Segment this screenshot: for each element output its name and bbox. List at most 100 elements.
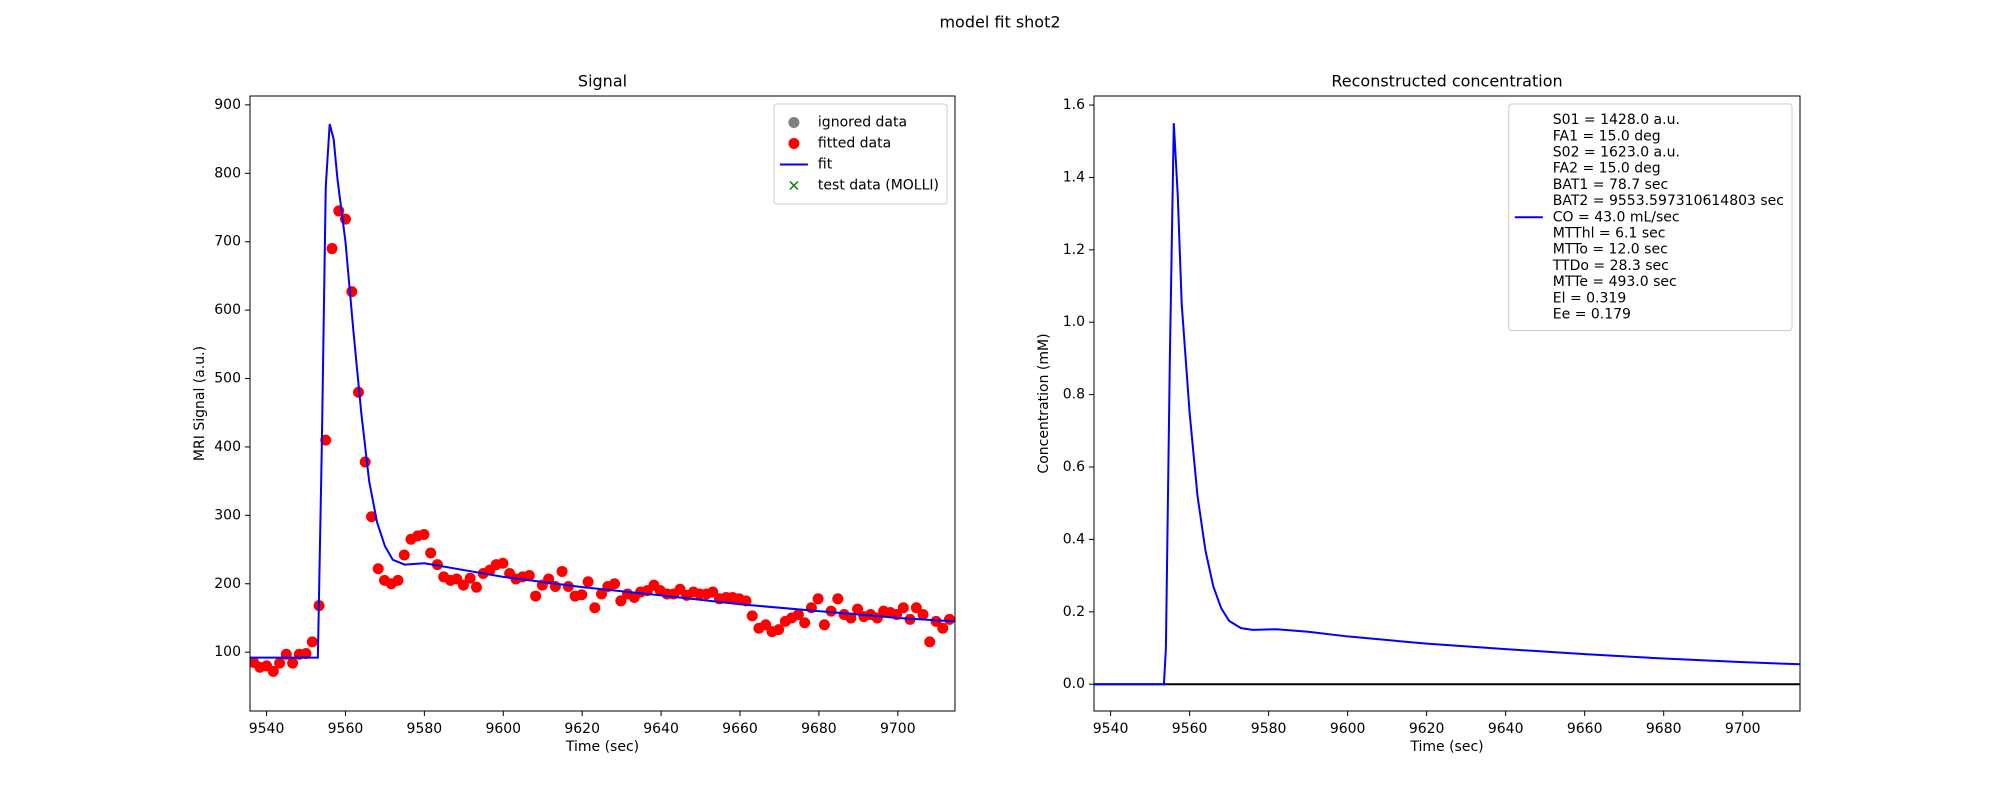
axes-frame bbox=[1093, 95, 1801, 712]
data-point bbox=[562, 580, 574, 592]
legend-label: BAT2 = 9553.597310614803 sec bbox=[1553, 193, 1784, 209]
x-tick-label: 9640 bbox=[1488, 721, 1524, 737]
y-tick-label: 1.2 bbox=[1063, 242, 1085, 258]
legend: ignored data fitted data fit test data (MOL… bbox=[773, 103, 948, 205]
y-axis-label: MRI Signal (a.u.) bbox=[192, 346, 208, 461]
data-point bbox=[589, 602, 601, 614]
x-tick-label: 9540 bbox=[1093, 721, 1129, 737]
plot-area bbox=[1094, 123, 1800, 686]
legend-marker bbox=[788, 138, 800, 149]
x-tick-label: 9700 bbox=[1725, 721, 1761, 737]
legend-label: MTTe = 493.0 sec bbox=[1553, 274, 1677, 290]
legend-label: Ee = 0.179 bbox=[1553, 307, 1631, 323]
x-axis-label: Time (sec) bbox=[1409, 739, 1483, 755]
data-point bbox=[799, 617, 811, 629]
data-point bbox=[576, 589, 588, 601]
fit-line bbox=[1094, 123, 1800, 686]
data-point bbox=[287, 657, 299, 669]
legend-box bbox=[1508, 103, 1793, 332]
data-point bbox=[418, 529, 430, 541]
data-point bbox=[773, 624, 785, 636]
legend-label: BAT1 = 78.7 sec bbox=[1553, 177, 1668, 193]
data-point bbox=[366, 511, 378, 523]
data-point bbox=[359, 456, 371, 468]
y-tick-label: 1.4 bbox=[1063, 169, 1085, 185]
data-point bbox=[852, 603, 864, 615]
fit-line bbox=[250, 123, 955, 659]
y-tick-label: 200 bbox=[214, 576, 241, 592]
data-point bbox=[582, 576, 594, 588]
data-point bbox=[845, 612, 857, 624]
data-point bbox=[530, 590, 542, 602]
y-tick-label: 600 bbox=[214, 302, 241, 318]
data-point bbox=[306, 636, 318, 648]
legend-label: MTTo = 12.0 sec bbox=[1553, 242, 1668, 258]
data-point bbox=[326, 243, 338, 255]
data-point bbox=[497, 557, 509, 569]
x-tick-label: 9680 bbox=[801, 721, 837, 737]
data-point bbox=[825, 605, 837, 617]
legend-label: El = 0.319 bbox=[1553, 290, 1626, 306]
legend-label: TTDo = 28.3 sec bbox=[1552, 258, 1669, 274]
x-tick-label: 9620 bbox=[1409, 721, 1445, 737]
legend-label: fitted data bbox=[818, 136, 891, 152]
y-tick-label: 800 bbox=[214, 165, 241, 181]
legend-label: S01 = 1428.0 a.u. bbox=[1553, 112, 1680, 128]
y-axis-label: Concentration (mM) bbox=[1036, 333, 1052, 473]
legend-label: FA2 = 15.0 deg bbox=[1553, 161, 1661, 177]
x-tick-label: 9560 bbox=[1172, 721, 1208, 737]
x-tick-label: 9600 bbox=[485, 721, 521, 737]
subplot-title: Signal bbox=[578, 72, 627, 91]
data-point bbox=[556, 565, 568, 577]
data-point bbox=[457, 579, 469, 591]
legend-marker bbox=[788, 117, 800, 128]
data-point bbox=[300, 648, 312, 660]
x-tick-label: 9660 bbox=[722, 721, 758, 737]
data-point bbox=[930, 615, 942, 627]
x-tick-label: 9580 bbox=[1251, 721, 1287, 737]
y-tick-label: 500 bbox=[214, 371, 241, 387]
legend-label: fit bbox=[818, 157, 833, 173]
x-tick-label: 9620 bbox=[564, 721, 600, 737]
x-tick-label: 9700 bbox=[880, 721, 916, 737]
legend-marker bbox=[789, 180, 799, 191]
data-point bbox=[523, 570, 535, 582]
x-tick-label: 9600 bbox=[1330, 721, 1366, 737]
data-point bbox=[818, 619, 830, 631]
data-point bbox=[707, 586, 719, 598]
y-tick-label: 0.0 bbox=[1063, 676, 1085, 692]
y-tick-label: 0.4 bbox=[1063, 531, 1085, 547]
x-tick-label: 9580 bbox=[407, 721, 443, 737]
figure-title: model fit shot2 bbox=[939, 13, 1060, 32]
y-tick-label: 1.0 bbox=[1063, 314, 1085, 330]
data-point bbox=[832, 593, 844, 605]
data-point bbox=[470, 581, 482, 593]
data-point bbox=[274, 657, 286, 669]
legend-label: FA1 = 15.0 deg bbox=[1553, 128, 1661, 144]
data-point bbox=[917, 609, 929, 621]
data-point bbox=[812, 593, 824, 605]
x-tick-label: 9680 bbox=[1646, 721, 1682, 737]
data-point bbox=[943, 613, 955, 625]
y-tick-label: 700 bbox=[214, 234, 241, 250]
data-point bbox=[609, 578, 621, 590]
data-point bbox=[425, 547, 437, 559]
data-point bbox=[346, 286, 358, 298]
plot-area bbox=[250, 123, 955, 677]
data-point bbox=[924, 636, 936, 648]
data-point bbox=[398, 549, 410, 561]
data-point bbox=[464, 572, 476, 584]
legend-box bbox=[773, 103, 948, 205]
x-tick-label: 9560 bbox=[328, 721, 364, 737]
data-point bbox=[897, 602, 909, 614]
data-point bbox=[937, 622, 949, 634]
x-tick-label: 9660 bbox=[1567, 721, 1603, 737]
data-point bbox=[596, 588, 608, 600]
x-tick-label: 9540 bbox=[249, 721, 285, 737]
data-point bbox=[792, 609, 804, 621]
data-point bbox=[267, 665, 279, 677]
y-tick-label: 400 bbox=[214, 439, 241, 455]
data-point bbox=[320, 434, 332, 446]
subplot: Reconstructed concentration Time (sec) Con… bbox=[1036, 72, 1801, 755]
